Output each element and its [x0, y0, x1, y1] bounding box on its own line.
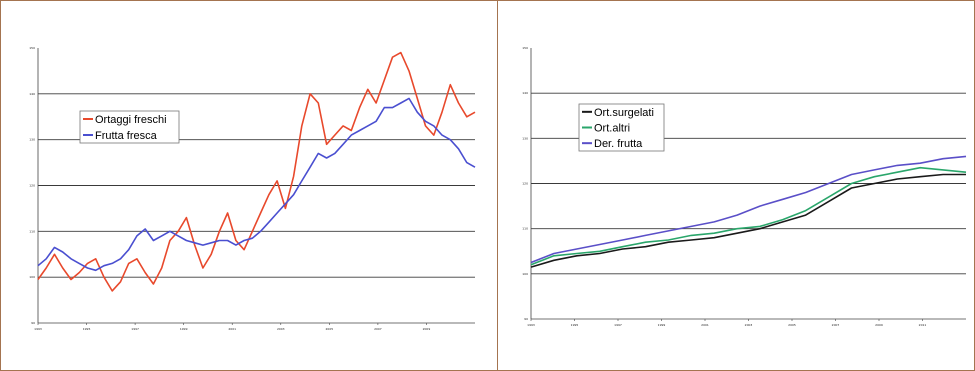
- y-tick-label: 140: [29, 92, 35, 96]
- x-tick-label: 1999: [180, 327, 188, 331]
- legend-label: Ort.altri: [594, 123, 630, 135]
- x-tick-label: 2011: [919, 323, 927, 327]
- x-tick-label: 2005: [788, 323, 796, 327]
- legend-label: Ortaggi freschi: [95, 114, 167, 126]
- x-tick-label: 1999: [658, 323, 666, 327]
- legend-label: Der. frutta: [594, 138, 643, 150]
- y-tick-label: 110: [29, 229, 35, 233]
- x-tick-label: 2003: [745, 323, 753, 327]
- y-tick-label: 90: [524, 317, 528, 321]
- x-tick-label: 1993: [527, 323, 535, 327]
- x-tick-label: 2003: [277, 327, 285, 331]
- x-tick-label: 1993: [34, 327, 42, 331]
- y-tick-label: 120: [29, 184, 35, 188]
- y-tick-label: 130: [29, 138, 35, 142]
- x-tick-label: 2009: [875, 323, 883, 327]
- x-tick-label: 1997: [614, 323, 622, 327]
- x-tick-label: 2009: [423, 327, 431, 331]
- y-tick-label: 110: [522, 227, 528, 231]
- y-tick-label: 100: [522, 272, 528, 276]
- series-line-2-2: [531, 168, 966, 265]
- x-tick-label: 2001: [228, 327, 236, 331]
- x-tick-label: 2005: [326, 327, 334, 331]
- y-tick-label: 120: [522, 182, 528, 186]
- x-tick-label: 1995: [83, 327, 91, 331]
- y-tick-label: 130: [522, 136, 528, 140]
- x-tick-label: 1997: [131, 327, 139, 331]
- x-tick-label: 2007: [374, 327, 382, 331]
- y-tick-label: 150: [522, 46, 528, 50]
- x-tick-label: 2001: [701, 323, 709, 327]
- y-tick-label: 90: [31, 321, 35, 325]
- x-tick-label: 1995: [571, 323, 579, 327]
- legend-label: Frutta fresca: [95, 130, 158, 142]
- series-line-2-1: [531, 175, 966, 268]
- y-tick-label: 140: [522, 91, 528, 95]
- series-line-1-1: [38, 53, 475, 291]
- y-tick-label: 150: [29, 46, 35, 50]
- y-tick-label: 100: [29, 275, 35, 279]
- legend-label: Ort.surgelati: [594, 107, 654, 119]
- x-tick-label: 2007: [832, 323, 840, 327]
